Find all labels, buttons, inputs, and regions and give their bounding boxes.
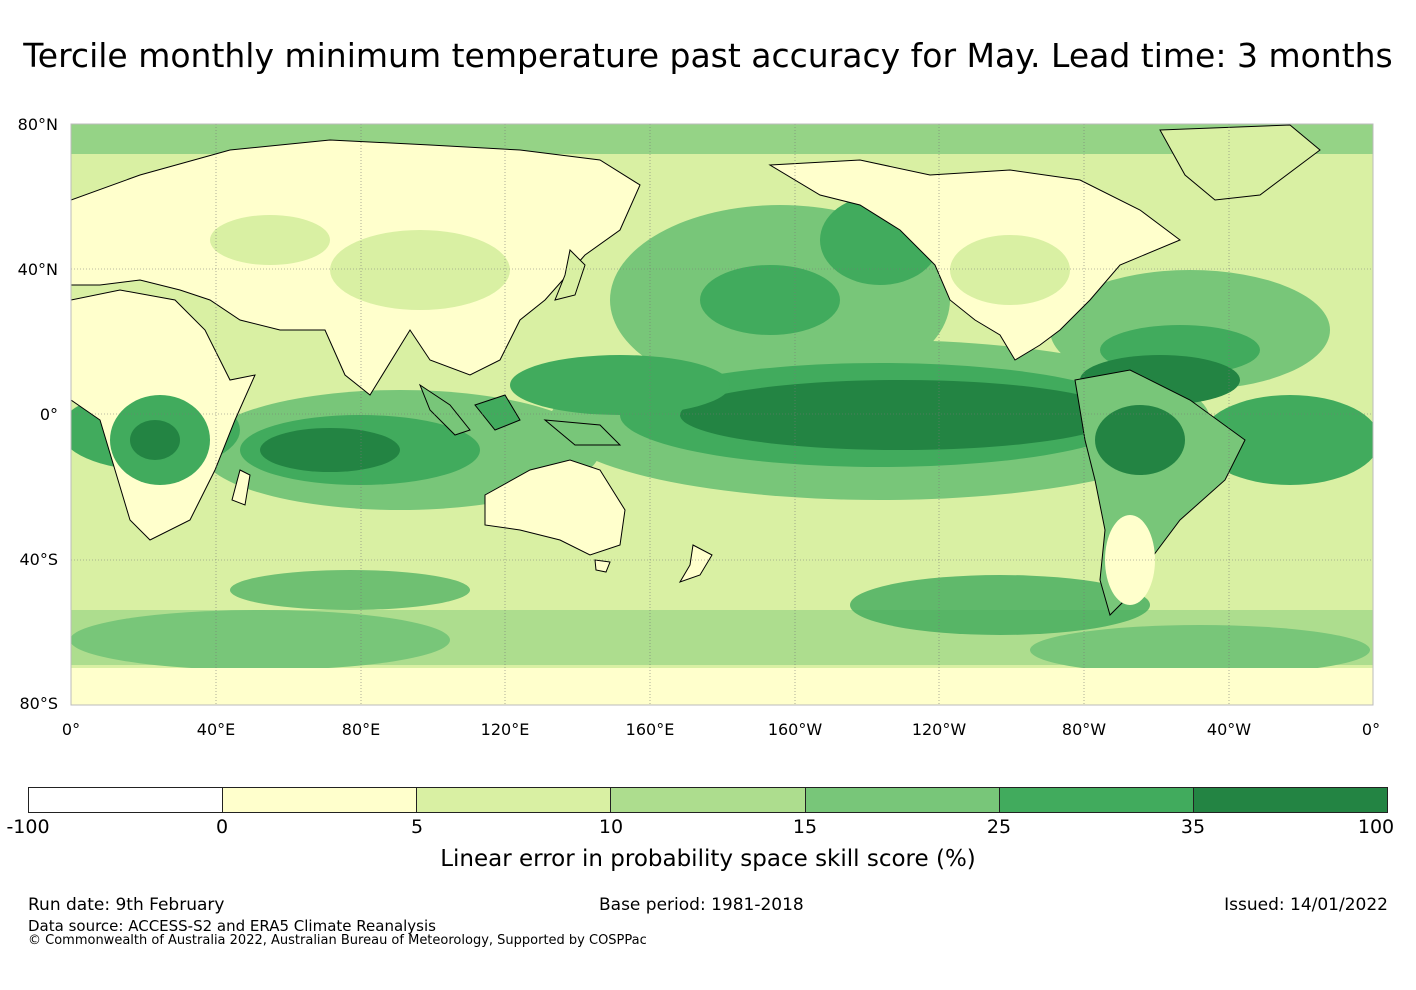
colorbar-segment bbox=[29, 788, 224, 812]
continents bbox=[71, 124, 1321, 616]
lat-label-80s: 80°S bbox=[19, 694, 58, 713]
copyright: © Commonwealth of Australia 2022, Austra… bbox=[28, 933, 647, 948]
map-frame bbox=[70, 123, 1374, 706]
colorbar-tick: 5 bbox=[410, 816, 424, 838]
colorbar-segment bbox=[417, 788, 612, 812]
lon-label-160w: 160°W bbox=[767, 720, 823, 739]
colorbar-segment bbox=[805, 788, 1000, 812]
colorbar-tick: 10 bbox=[598, 816, 624, 838]
graticule bbox=[71, 124, 1373, 705]
lat-label-0: 0° bbox=[39, 405, 58, 424]
colorbar-tick: 100 bbox=[1357, 816, 1395, 838]
colorbar-tick: -100 bbox=[6, 816, 50, 838]
base-period: Base period: 1981-2018 bbox=[599, 895, 804, 915]
colorbar-tick: 0 bbox=[215, 816, 229, 838]
colorbar-segment bbox=[1193, 788, 1387, 812]
lat-label-40s: 40°S bbox=[19, 550, 58, 569]
lon-label-80w: 80°W bbox=[1061, 720, 1107, 739]
colorbar bbox=[28, 787, 1388, 813]
lon-label-120w: 120°W bbox=[911, 720, 967, 739]
colorbar-segment bbox=[999, 788, 1194, 812]
lon-label-0-left: 0° bbox=[61, 720, 81, 739]
colorbar-tick: 25 bbox=[986, 816, 1012, 838]
colorbar-segment bbox=[611, 788, 806, 812]
lon-label-40e: 40°E bbox=[196, 720, 236, 739]
issued-date: Issued: 14/01/2022 bbox=[1224, 895, 1388, 915]
lat-label-40n: 40°N bbox=[17, 260, 58, 279]
colorbar-label: Linear error in probability space skill … bbox=[440, 846, 976, 872]
map-fill bbox=[71, 124, 1373, 705]
lon-label-0-right: 0° bbox=[1361, 720, 1381, 739]
run-date: Run date: 9th February bbox=[28, 895, 225, 915]
lon-label-80e: 80°E bbox=[341, 720, 381, 739]
lon-label-160e: 160°E bbox=[625, 720, 675, 739]
lon-label-120e: 120°E bbox=[480, 720, 530, 739]
lon-label-40w: 40°W bbox=[1206, 720, 1252, 739]
data-source: Data source: ACCESS-S2 and ERA5 Climate … bbox=[28, 917, 436, 935]
colorbar-tick: 35 bbox=[1180, 816, 1206, 838]
chart-title: Tercile monthly minimum temperature past… bbox=[23, 36, 1393, 75]
colorbar-segment bbox=[223, 788, 418, 812]
lat-label-80n: 80°N bbox=[17, 115, 58, 134]
colorbar-tick: 15 bbox=[792, 816, 818, 838]
